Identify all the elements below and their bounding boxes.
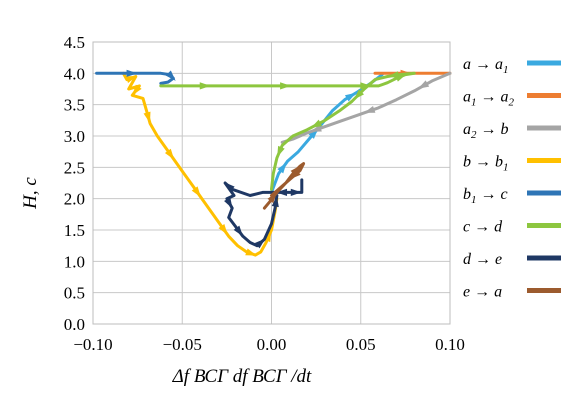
y-tick-label: 4.0 [64,64,85,83]
y-tick-label: 2.5 [64,158,85,177]
legend-item: a2​ → b [463,121,561,141]
series-e-a [262,162,306,210]
direction-arrow [290,169,301,180]
series-line [95,71,175,85]
y-tick-label: 2.0 [64,190,85,209]
direction-arrow [360,82,372,90]
direction-arrow [353,89,365,100]
legend-label: a1​ → a2​ [463,89,515,109]
direction-arrow [191,186,201,198]
legend-item: a1​ → a2​ [463,89,561,109]
y-tick-label: 0.0 [64,315,85,334]
direction-arrow [143,111,151,123]
series-line [223,178,304,248]
legend-item: d → e [463,251,561,268]
direction-arrow [280,82,291,90]
x-tick-label: 0.00 [257,335,287,354]
direction-arrow [126,69,138,77]
direction-arrow [417,80,430,89]
series-a2-b [280,71,452,144]
legend-label: b → b1​ [463,154,509,174]
direction-arrow [364,105,376,113]
legend-item: e → a [463,284,561,301]
legend-label: a → a1​ [463,56,509,76]
legend-item: a → a1​ [463,56,561,76]
y-axis-label: H, c [20,177,41,210]
direction-arrow [254,238,266,249]
direction-arrow [199,82,211,90]
series-a-a1 [270,73,384,194]
x-tick-label: 0.10 [435,335,465,354]
series-d-e [223,178,304,249]
axis-labels: H, c Δf ВСГ df ВСГ /dt [20,177,312,387]
direction-arrow [245,248,257,256]
x-tick-label: −0.05 [163,335,202,354]
y-tick-label: 0.5 [64,284,85,303]
x-tick-label: 0.05 [346,335,376,354]
x-axis-label: Δf ВСГ df ВСГ /dt [172,366,312,387]
legend-label: a2​ → b [463,121,509,141]
legend-label: d → e [463,251,502,268]
series-line [121,71,279,257]
direction-arrow [310,124,322,132]
direction-arrow [132,84,142,96]
legend: a → a1​ a1​ → a2​ a2​ → b b → b1​ b1​ → c c →… [463,56,561,301]
y-tick-label: 4.5 [64,33,85,52]
series-line [270,73,384,194]
y-tick-label: 3.5 [64,96,85,115]
direction-arrow [233,225,243,237]
series-c-d [159,71,416,191]
tick-labels: −0.10 −0.05 0.00 0.05 0.10 0.0 0.5 1.0 1.5 2.0 2.5… [64,33,465,354]
direction-arrow [224,182,235,193]
direction-arrow [164,148,175,160]
series-b-b1 [121,71,279,257]
direction-arrow [344,92,357,102]
series-line [159,71,416,191]
direction-arrow [276,188,288,196]
direction-arrow [267,192,277,204]
series-b1-c [95,69,176,85]
direction-arrow [290,188,302,196]
x-tick-label: −0.10 [73,335,112,354]
direction-arrow [310,119,323,128]
direction-arrow [224,197,233,209]
direction-arrow [277,162,287,174]
direction-arrow [165,70,176,81]
legend-label: b1​ → c [463,186,508,206]
y-tick-label: 1.0 [64,252,85,271]
legend-label: c → d [463,219,503,236]
legend-item: b1​ → c [463,186,561,206]
direction-arrow [387,71,400,79]
y-tick-label: 3.0 [64,127,85,146]
legend-item: c → d [463,219,561,236]
legend-label: e → a [463,284,502,301]
direction-arrow [277,145,285,158]
direction-arrow [125,76,138,84]
series-layer [95,69,452,257]
direction-arrow [218,224,228,235]
legend-item: b → b1​ [463,154,561,174]
y-tick-label: 1.5 [64,221,85,240]
plot-frame [92,41,451,325]
direction-arrow [271,195,279,208]
